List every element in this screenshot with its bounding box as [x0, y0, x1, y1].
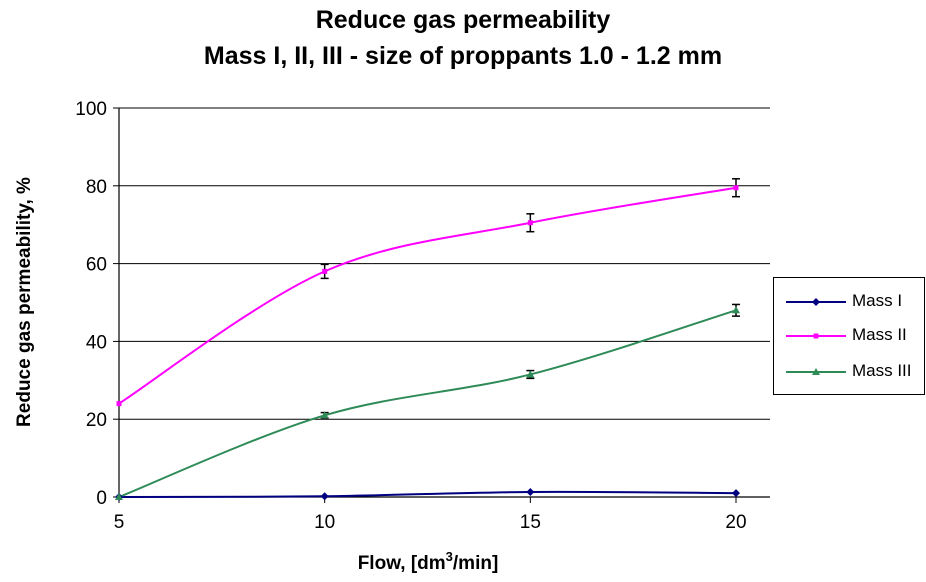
error-bars — [320, 178, 740, 419]
legend-item-mass-iii: Mass III — [780, 357, 922, 387]
x-tick-label: 20 — [725, 512, 746, 533]
legend-marker-3 — [812, 368, 820, 375]
legend-label-mass-ii: Mass II — [852, 325, 907, 344]
x-axis-title-main: Flow, [dm — [358, 553, 446, 574]
legend-swatch-mass-iii — [786, 368, 846, 375]
legend-item-mass-ii: Mass II — [780, 321, 922, 351]
legend-label-mass-i: Mass I — [852, 291, 903, 310]
x-tick-label: 10 — [314, 512, 335, 533]
y-tick-label: 40 — [86, 332, 107, 353]
y-tick-labels: 0 20 40 60 80 100 — [75, 99, 107, 509]
chart-subtitle: Mass I, II, III - size of proppants 1.0 … — [203, 42, 723, 70]
y-tick-label: 100 — [75, 99, 107, 120]
x-axis-title: Flow, [dm3/min] — [358, 549, 499, 574]
y-tick-label: 0 — [96, 488, 107, 509]
legend: Mass I Mass II Mass III — [773, 277, 925, 395]
y-axis-title: Reduce gas permeability, % — [14, 177, 35, 427]
data-point-series-2 — [116, 401, 122, 407]
data-point-series-3 — [526, 370, 535, 378]
data-point-series-3 — [732, 306, 740, 314]
data-point-series-2 — [527, 220, 533, 226]
series-line-3 — [118, 309, 737, 498]
data-point-series-2 — [733, 185, 739, 191]
data-point-series-1 — [320, 492, 329, 501]
series-lines — [118, 186, 737, 498]
x-tick-label: 15 — [520, 512, 541, 533]
legend-item-mass-i: Mass I — [780, 287, 922, 317]
legend-swatch-mass-ii — [786, 333, 846, 339]
legend-swatch-mass-i — [786, 298, 846, 306]
legend-label-mass-iii: Mass III — [852, 361, 912, 380]
x-tick-labels: 5 10 15 20 — [114, 512, 747, 533]
y-tick-label: 80 — [86, 177, 107, 198]
gridlines — [113, 107, 770, 498]
axes — [118, 108, 770, 503]
chart-title: Reduce gas permeability — [315, 6, 611, 34]
data-point-series-2 — [322, 268, 328, 274]
data-point-series-3 — [320, 411, 329, 419]
x-axis-title-sup: 3 — [446, 549, 453, 564]
series-markers — [115, 185, 740, 501]
legend-marker-2 — [813, 333, 819, 339]
y-tick-label: 20 — [86, 410, 107, 431]
data-point-series-3 — [115, 493, 123, 500]
data-point-series-1 — [526, 487, 535, 496]
series-line-2 — [118, 186, 737, 405]
x-axis-title-tail: /min] — [453, 553, 498, 574]
series-line-1 — [118, 490, 737, 498]
legend-marker-1 — [812, 298, 820, 306]
x-tick-label: 5 — [114, 512, 125, 533]
y-tick-label: 60 — [86, 255, 107, 276]
data-point-series-1 — [732, 489, 740, 498]
